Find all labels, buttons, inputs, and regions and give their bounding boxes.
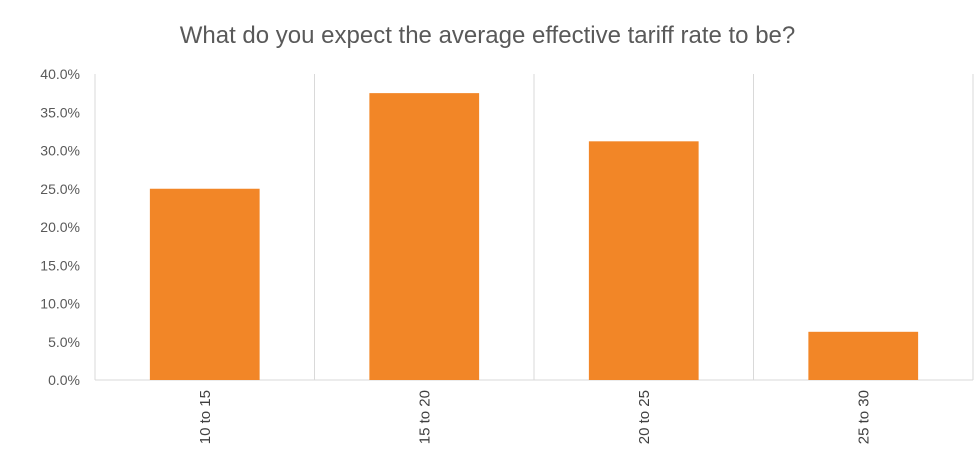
bar (149, 188, 260, 380)
y-tick-label: 40.0% (40, 66, 80, 82)
x-tick-label: 10 to 15 (197, 390, 214, 444)
y-tick-label: 15.0% (40, 257, 80, 273)
bar (588, 141, 699, 380)
y-tick-label: 0.0% (48, 372, 80, 388)
x-tick-label: 25 to 30 (855, 390, 872, 444)
bar (369, 93, 480, 380)
x-tick-label: 15 to 20 (416, 390, 433, 444)
y-tick-label: 20.0% (40, 219, 80, 235)
chart-title: What do you expect the average effective… (179, 22, 796, 49)
x-tick-label: 20 to 25 (636, 390, 653, 444)
bar (808, 331, 919, 380)
y-tick-label: 25.0% (40, 181, 80, 197)
y-tick-label: 35.0% (40, 104, 80, 120)
y-tick-label: 5.0% (48, 334, 80, 350)
y-tick-label: 30.0% (40, 143, 80, 159)
y-tick-label: 10.0% (40, 296, 80, 312)
